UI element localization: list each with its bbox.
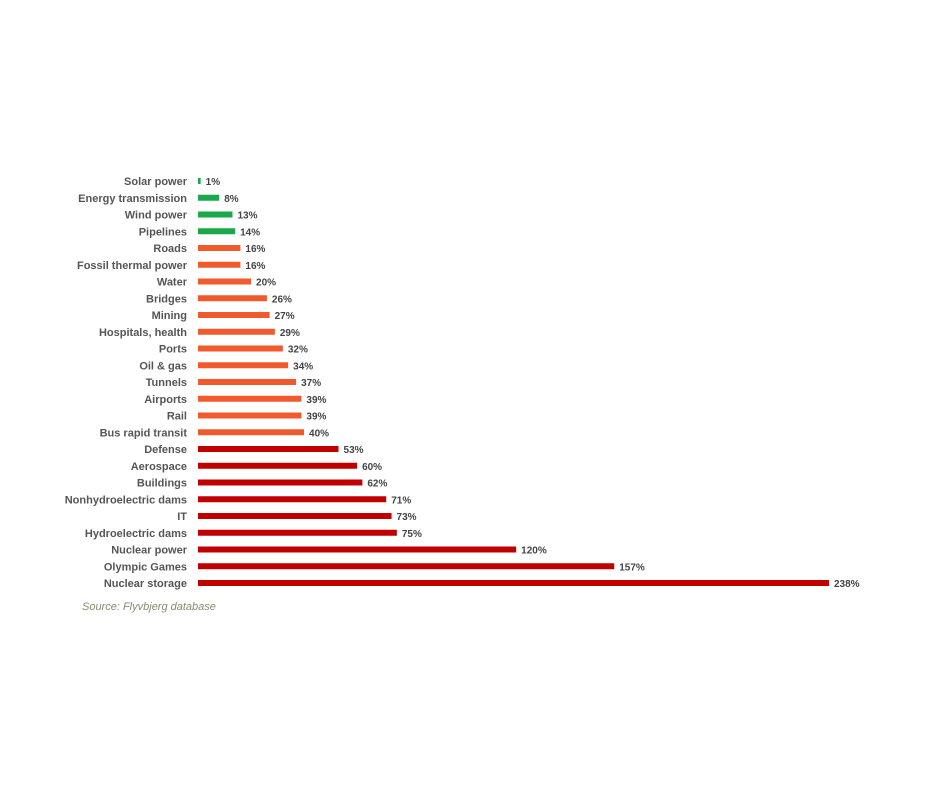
bar-ports bbox=[198, 345, 283, 352]
bar-solar-power bbox=[198, 178, 201, 184]
value-label-bus-rapid-transit: 40% bbox=[309, 428, 329, 439]
value-label-hydroelectric-dams: 75% bbox=[402, 529, 422, 540]
category-label-ports: Ports bbox=[159, 344, 187, 356]
category-label-defense: Defense bbox=[144, 444, 187, 456]
value-label-nonhydroelectric-dams: 71% bbox=[391, 495, 411, 506]
category-label-bus-rapid-transit: Bus rapid transit bbox=[100, 427, 188, 439]
bar-defense bbox=[198, 446, 339, 452]
category-label-aerospace: Aerospace bbox=[131, 461, 187, 473]
value-label-water: 20% bbox=[256, 278, 276, 289]
value-label-tunnels: 37% bbox=[301, 378, 321, 389]
category-label-bridges: Bridges bbox=[146, 293, 187, 305]
bar-roads bbox=[198, 245, 241, 251]
bar-bridges bbox=[198, 295, 267, 302]
bar-oil-gas bbox=[198, 362, 289, 369]
category-label-buildings: Buildings bbox=[137, 478, 187, 490]
category-label-hydroelectric-dams: Hydroelectric dams bbox=[85, 528, 187, 540]
value-label-mining: 27% bbox=[275, 311, 295, 322]
value-label-oil-gas: 34% bbox=[293, 361, 313, 372]
category-label-solar-power: Solar power bbox=[124, 176, 188, 188]
value-label-ports: 32% bbox=[288, 345, 308, 356]
value-label-bridges: 26% bbox=[272, 294, 292, 305]
bar-fossil-thermal-power bbox=[198, 261, 241, 268]
value-label-it: 73% bbox=[397, 512, 417, 523]
bar-energy-transmission bbox=[198, 194, 220, 201]
value-label-airports: 39% bbox=[306, 395, 326, 406]
category-label-rail: Rail bbox=[167, 411, 187, 423]
category-label-fossil-thermal-power: Fossil thermal power bbox=[77, 260, 188, 272]
value-label-fossil-thermal-power: 16% bbox=[245, 261, 265, 272]
category-label-tunnels: Tunnels bbox=[146, 377, 187, 389]
category-label-nuclear-power: Nuclear power bbox=[111, 545, 188, 557]
category-label-hospitals-health: Hospitals, health bbox=[99, 327, 187, 339]
category-label-roads: Roads bbox=[153, 243, 187, 255]
bar-olympic-games bbox=[198, 563, 615, 570]
bar-it bbox=[198, 513, 392, 519]
category-label-water: Water bbox=[157, 277, 188, 289]
bar-hydroelectric-dams bbox=[198, 529, 397, 536]
category-label-mining: Mining bbox=[152, 310, 187, 322]
bar-mining bbox=[198, 312, 270, 318]
bar-nuclear-storage bbox=[198, 580, 829, 586]
bar-wind-power bbox=[198, 211, 233, 218]
bar-airports bbox=[198, 395, 302, 402]
value-label-nuclear-power: 120% bbox=[521, 546, 547, 557]
bar-nonhydroelectric-dams bbox=[198, 496, 387, 503]
value-label-buildings: 62% bbox=[367, 479, 387, 490]
value-label-aerospace: 60% bbox=[362, 462, 382, 473]
value-label-solar-power: 1% bbox=[206, 177, 221, 188]
value-label-rail: 39% bbox=[306, 412, 326, 423]
bar-tunnels bbox=[198, 379, 297, 385]
category-label-wind-power: Wind power bbox=[125, 210, 188, 222]
category-label-nonhydroelectric-dams: Nonhydroelectric dams bbox=[65, 494, 187, 506]
category-label-pipelines: Pipelines bbox=[139, 226, 187, 238]
category-label-it: IT bbox=[177, 511, 187, 523]
category-label-energy-transmission: Energy transmission bbox=[78, 193, 187, 205]
value-label-defense: 53% bbox=[344, 445, 364, 456]
bar-aerospace bbox=[198, 462, 358, 469]
value-label-hospitals-health: 29% bbox=[280, 328, 300, 339]
bar-pipelines bbox=[198, 228, 236, 235]
value-label-roads: 16% bbox=[245, 244, 265, 255]
value-label-pipelines: 14% bbox=[240, 227, 260, 238]
bar-buildings bbox=[198, 479, 363, 486]
bar-nuclear-power bbox=[198, 546, 517, 553]
category-label-nuclear-storage: Nuclear storage bbox=[104, 578, 187, 590]
value-label-wind-power: 13% bbox=[237, 211, 257, 222]
source-note: Source: Flyvbjerg database bbox=[82, 601, 216, 613]
value-label-energy-transmission: 8% bbox=[224, 194, 239, 205]
category-label-olympic-games: Olympic Games bbox=[104, 561, 187, 573]
value-label-olympic-games: 157% bbox=[619, 562, 645, 573]
bar-hospitals-health bbox=[198, 328, 275, 335]
bar-bus-rapid-transit bbox=[198, 429, 305, 436]
category-label-airports: Airports bbox=[144, 394, 187, 406]
value-label-nuclear-storage: 238% bbox=[834, 579, 860, 590]
bar-rail bbox=[198, 412, 302, 419]
category-label-oil-gas: Oil & gas bbox=[139, 360, 187, 372]
bar-water bbox=[198, 278, 252, 285]
